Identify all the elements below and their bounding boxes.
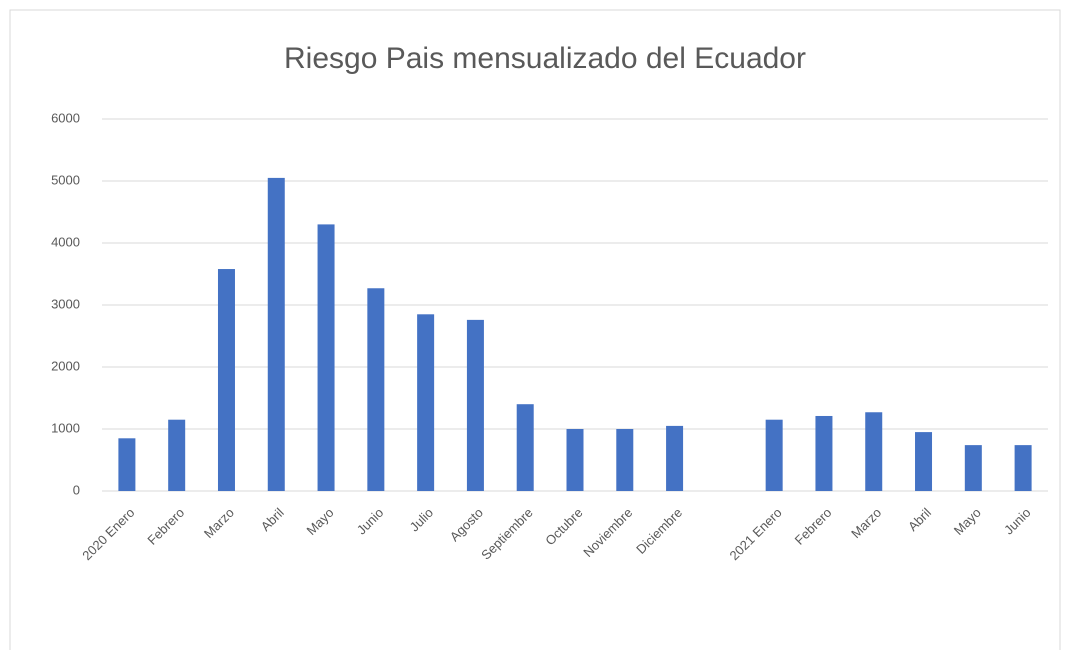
bar (417, 314, 435, 491)
bar (865, 412, 883, 491)
bar (168, 419, 186, 491)
bar (118, 438, 136, 491)
y-tick-label: 0 (73, 482, 80, 497)
bar (317, 224, 335, 491)
y-tick-label: 4000 (51, 234, 80, 249)
x-tick-label: Abril (905, 505, 934, 534)
bar (1014, 445, 1032, 491)
y-tick-label: 3000 (51, 296, 80, 311)
x-tick-label: Marzo (201, 505, 237, 541)
bar (466, 319, 484, 491)
x-tick-label: Febrero (792, 505, 835, 548)
x-tick-label: Noviembre (580, 505, 635, 560)
x-tick-label: Abril (258, 505, 287, 534)
bar (964, 445, 982, 491)
x-tick-label: Febrero (144, 505, 187, 548)
x-tick-label: Marzo (848, 505, 884, 541)
x-tick-label: Octubre (542, 505, 585, 548)
x-tick-label: Diciembre (633, 505, 685, 557)
y-tick-label: 5000 (51, 172, 80, 187)
bar (267, 177, 285, 491)
bar (217, 269, 235, 491)
bar (765, 419, 783, 491)
y-tick-label: 2000 (51, 358, 80, 373)
x-tick-label: 2020 Enero (79, 505, 137, 563)
bar (516, 404, 534, 491)
bar (566, 429, 584, 491)
x-tick-label: Mayo (304, 505, 337, 538)
x-tick-label: Julio (407, 505, 437, 535)
x-tick-label: 2021 Enero (727, 505, 785, 563)
bar (666, 425, 684, 491)
bar (367, 288, 385, 491)
x-tick-label: Junio (354, 505, 387, 538)
bar (915, 432, 933, 491)
y-tick-label: 6000 (51, 110, 80, 125)
chart-border (9, 9, 1061, 650)
y-tick-label: 1000 (51, 420, 80, 435)
x-tick-label: Mayo (951, 505, 984, 538)
bar (616, 429, 634, 491)
x-tick-label: Junio (1001, 505, 1034, 538)
bar (815, 415, 833, 491)
chart-title: Riesgo Pais mensualizado del Ecuador (284, 42, 806, 75)
x-tick-label: Septiembre (478, 505, 536, 563)
x-tick-label: Agosto (447, 505, 486, 544)
